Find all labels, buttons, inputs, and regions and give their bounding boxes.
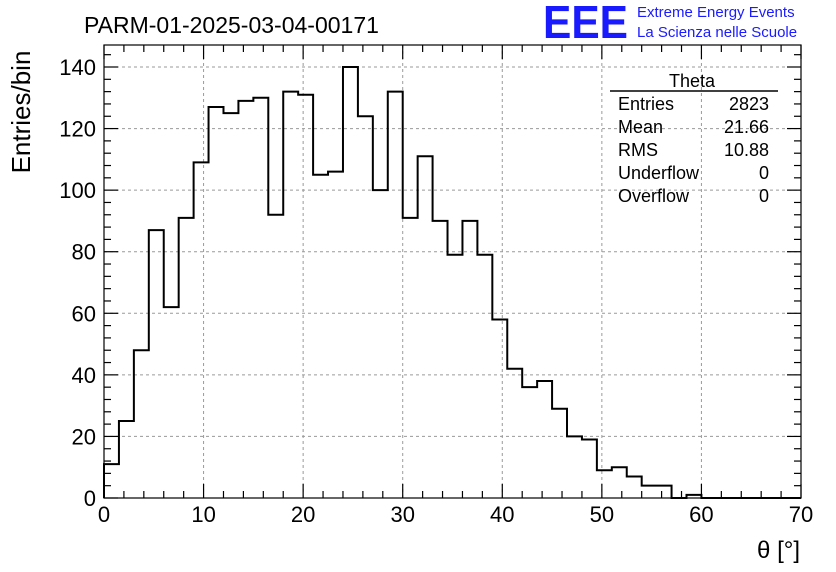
stats-value-rms: 10.88 bbox=[724, 140, 769, 160]
stats-value-overflow: 0 bbox=[759, 186, 769, 206]
eee-logo: EEE bbox=[543, 0, 628, 48]
stats-label-rms: RMS bbox=[618, 140, 658, 160]
x-tick-label-1: 10 bbox=[191, 502, 215, 527]
stats-box: Theta Entries 2823 Mean 21.66 RMS 10.88 Underf… bbox=[610, 71, 778, 206]
logo-line-1: Extreme Energy Events bbox=[637, 4, 795, 21]
y-tick-label-4: 80 bbox=[72, 240, 96, 265]
x-axis-title: θ [°] bbox=[757, 537, 800, 564]
stats-value-mean: 21.66 bbox=[724, 117, 769, 137]
x-tick-label-7: 70 bbox=[789, 502, 813, 527]
stats-label-underflow: Underflow bbox=[618, 163, 700, 183]
x-tick-label-5: 50 bbox=[590, 502, 614, 527]
y-tick-labels: 0 20 40 60 80 100 120 140 bbox=[59, 55, 96, 511]
stats-box-title: Theta bbox=[669, 71, 716, 91]
y-tick-label-5: 100 bbox=[59, 178, 96, 203]
x-tick-label-4: 40 bbox=[490, 502, 514, 527]
y-tick-label-0: 0 bbox=[84, 486, 96, 511]
stats-value-entries: 2823 bbox=[729, 94, 769, 114]
plot-frame bbox=[103, 44, 802, 499]
y-tick-label-7: 140 bbox=[59, 55, 96, 80]
stats-box-rows: Entries 2823 Mean 21.66 RMS 10.88 Underflow 0 Ov… bbox=[618, 94, 769, 206]
y-tick-label-2: 40 bbox=[72, 363, 96, 388]
x-tick-label-3: 30 bbox=[390, 502, 414, 527]
logo-line-2: La Scienza nelle Scuole bbox=[637, 24, 798, 41]
stats-label-mean: Mean bbox=[618, 117, 663, 137]
y-tick-label-6: 120 bbox=[59, 117, 96, 142]
y-tick-label-1: 20 bbox=[72, 424, 96, 449]
histogram-outline bbox=[103, 66, 801, 499]
run-title: PARM-01-2025-03-04-00171 bbox=[84, 12, 379, 38]
grid-lines bbox=[104, 45, 801, 498]
stats-label-overflow: Overflow bbox=[618, 186, 690, 206]
x-tick-label-6: 60 bbox=[689, 502, 713, 527]
x-tick-label-2: 20 bbox=[291, 502, 315, 527]
y-tick-label-3: 60 bbox=[72, 301, 96, 326]
x-tick-labels: 0 10 20 30 40 50 60 70 bbox=[98, 502, 813, 527]
stats-label-entries: Entries bbox=[618, 94, 674, 114]
x-tick-label-0: 0 bbox=[98, 502, 110, 527]
y-axis-title: Entries/bin bbox=[6, 51, 36, 174]
stats-value-underflow: 0 bbox=[759, 163, 769, 183]
